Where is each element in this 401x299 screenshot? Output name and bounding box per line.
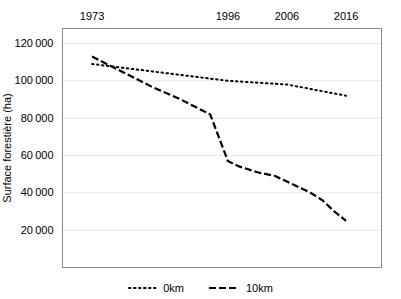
- svg-text:1996: 1996: [216, 10, 240, 22]
- svg-text:Surface forestière (ha): Surface forestière (ha): [1, 93, 13, 202]
- svg-text:2006: 2006: [275, 10, 299, 22]
- html-text:0km: 0km: [163, 282, 184, 294]
- svg-text:60 000: 60 000: [21, 149, 54, 161]
- html-text:10km: 10km: [242, 282, 273, 294]
- svg-text:120 000: 120 000: [15, 37, 54, 49]
- svg-text:40 000: 40 000: [21, 186, 54, 198]
- svg-text:80 000: 80 000: [21, 112, 54, 124]
- svg-text:20 000: 20 000: [21, 224, 54, 236]
- svg-text:100 000: 100 000: [15, 74, 54, 86]
- svg-text:1973: 1973: [80, 10, 104, 22]
- svg-text:2016: 2016: [334, 10, 358, 22]
